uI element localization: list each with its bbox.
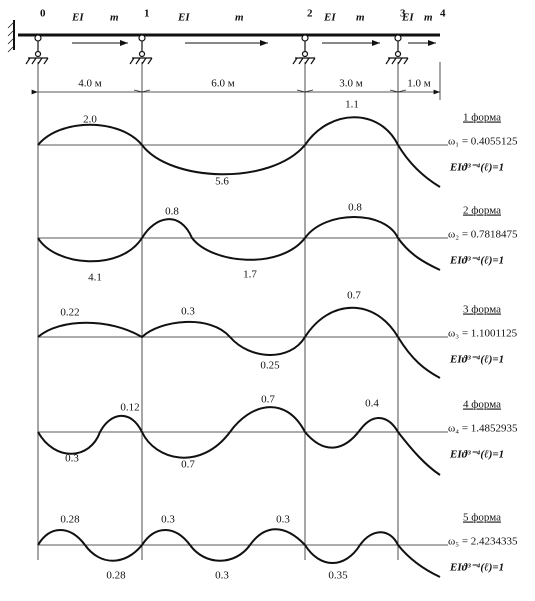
amplitude-label: 0.12 xyxy=(120,402,139,414)
mode-frequency: ω₁ = 0.4055125 xyxy=(448,136,518,148)
amplitude-label: 0.28 xyxy=(60,514,80,526)
amplitude-label: 0.3 xyxy=(161,514,175,526)
amplitude-label: 1.7 xyxy=(243,269,257,281)
supports xyxy=(25,34,409,65)
amplitude-label: 1.1 xyxy=(345,99,359,111)
span-stiffness: EI xyxy=(323,12,336,24)
support-label: 2 xyxy=(307,8,313,20)
amplitude-label: 0.3 xyxy=(276,514,290,526)
mode-frequency: ω₂ = 0.7818475 xyxy=(448,229,518,241)
span-length: 6.0 м xyxy=(211,78,235,90)
support-label: 1 xyxy=(144,8,150,20)
span-mass: m xyxy=(235,12,244,24)
amplitude-label: 0.8 xyxy=(348,202,362,214)
support-label: 3 xyxy=(400,8,406,20)
amplitude-label: 0.35 xyxy=(328,570,348,582)
amplitude-label: 0.7 xyxy=(181,459,195,471)
mode-condition: EIϑ³⁻⁴(ℓ)=1 xyxy=(449,162,504,174)
mode-title: 5 форма xyxy=(463,512,501,524)
span-length: 4.0 м xyxy=(78,78,102,90)
amplitude-label: 0.8 xyxy=(165,206,179,218)
amplitude-label: 0.3 xyxy=(181,306,195,318)
amplitude-label: 0.25 xyxy=(260,360,280,372)
mode-frequency: ω₃ = 1.1001125 xyxy=(448,328,518,340)
span-stiffness: EI xyxy=(71,12,84,24)
mode-title: 3 форма xyxy=(463,304,501,316)
mode-curves xyxy=(37,116,441,578)
mode-frequency: ω₅ = 2.4234335 xyxy=(448,536,518,548)
mode-frequency: ω₄ = 1.4852935 xyxy=(448,423,518,435)
amplitude-label: 0.28 xyxy=(106,570,126,582)
span-stiffness: EI xyxy=(177,12,190,24)
mode-condition: EIϑ³⁻⁴(ℓ)=1 xyxy=(449,562,504,574)
mode-title: 1 форма xyxy=(463,112,501,124)
span-length: 1.0 м xyxy=(407,78,431,90)
amplitude-label: 2.0 xyxy=(83,114,97,126)
span-mass: m xyxy=(356,12,365,24)
span-length: 3.0 м xyxy=(339,78,363,90)
amplitude-label: 0.22 xyxy=(60,307,79,319)
amplitude-label: 5.6 xyxy=(215,176,229,188)
span-stiffness: EI xyxy=(401,12,414,24)
support-label: 0 xyxy=(40,8,46,20)
labels: 0 1 2 3 4 EI m 4.0 м EI m 6.0 м EI m 3.0 м EI m 1.0 м 1 ф… xyxy=(40,8,518,582)
beam xyxy=(7,20,440,53)
baselines xyxy=(38,144,448,546)
dimension-line xyxy=(31,89,440,95)
support-lines xyxy=(37,62,441,560)
mode-title: 4 форма xyxy=(463,399,501,411)
amplitude-label: 0.4 xyxy=(365,398,379,410)
amplitude-label: 0.7 xyxy=(261,394,275,406)
span-mass: m xyxy=(110,12,119,24)
support-label: 4 xyxy=(440,8,446,20)
amplitude-label: 0.7 xyxy=(347,290,361,302)
amplitude-label: 0.3 xyxy=(215,570,229,582)
mode-condition: EIϑ³⁻⁴(ℓ)=1 xyxy=(449,255,504,267)
amplitude-label: 4.1 xyxy=(88,272,102,284)
mode-condition: EIϑ³⁻⁴(ℓ)=1 xyxy=(449,354,504,366)
mode-title: 2 форма xyxy=(463,205,501,217)
amplitude-label: 0.3 xyxy=(65,453,79,465)
mode-condition: EIϑ³⁻⁴(ℓ)=1 xyxy=(449,449,504,461)
span-mass: m xyxy=(424,12,433,24)
